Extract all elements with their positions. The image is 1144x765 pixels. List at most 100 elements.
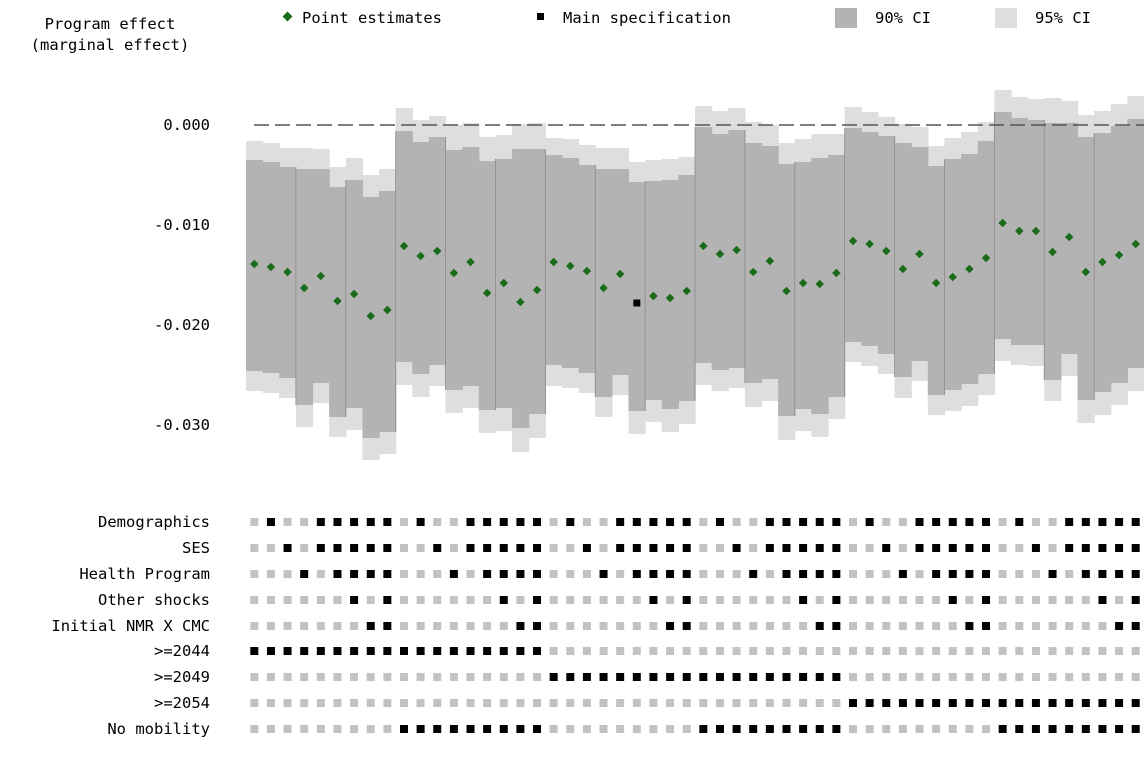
indicator-off xyxy=(549,518,558,526)
indicator-off xyxy=(865,596,874,604)
indicator-on xyxy=(1081,725,1090,733)
indicator-off xyxy=(998,570,1007,578)
indicator-on xyxy=(932,544,941,552)
indicator-off xyxy=(1015,570,1024,578)
indicator-off xyxy=(449,673,458,681)
indicator-on xyxy=(466,725,475,733)
indicator-on xyxy=(799,544,808,552)
indicator-off xyxy=(1048,518,1057,526)
indicator-on xyxy=(832,673,841,681)
indicator-off xyxy=(849,596,857,604)
indicator-off xyxy=(499,673,508,681)
indicator-off xyxy=(732,622,741,630)
indicator-off xyxy=(932,725,941,733)
indicator-off xyxy=(1031,647,1040,655)
ci-90-band xyxy=(894,143,912,377)
indicator-on xyxy=(483,518,492,526)
indicator-off xyxy=(566,647,575,655)
indicator-off xyxy=(699,570,708,578)
indicator-off xyxy=(666,725,675,733)
indicator-off xyxy=(882,647,891,655)
indicator-on xyxy=(765,544,774,552)
indicator-off xyxy=(882,725,891,733)
indicator-on xyxy=(1031,725,1040,733)
y-axis-ticks: 0.000 -0.010 -0.020 -0.030 xyxy=(154,116,210,434)
indicator-on xyxy=(965,544,974,552)
indicator-on xyxy=(915,544,924,552)
indicator-on xyxy=(765,725,774,733)
indicator-off xyxy=(416,596,425,604)
indicator-off xyxy=(982,647,991,655)
indicator-on xyxy=(982,570,991,578)
indicator-off xyxy=(616,699,625,707)
indicator-off xyxy=(316,725,325,733)
indicator-on xyxy=(516,544,525,552)
ci-90-band xyxy=(512,149,530,428)
indicator-off xyxy=(516,596,525,604)
indicator-on xyxy=(516,647,525,655)
ci-90-band xyxy=(628,182,646,411)
indicator-on xyxy=(283,544,292,552)
indicator-off xyxy=(632,647,641,655)
ci-90-band xyxy=(844,128,862,342)
indicator-on xyxy=(1131,596,1140,604)
point-estimate xyxy=(333,296,342,306)
indicator-on xyxy=(948,570,957,578)
indicator-off xyxy=(998,647,1007,655)
indicator-on xyxy=(499,725,508,733)
indicator-off xyxy=(1015,544,1024,552)
point-estimate xyxy=(432,246,442,256)
indicator-off xyxy=(915,647,924,655)
legend: Point estimates Main specification 90% C… xyxy=(282,8,1091,28)
legend-item-90-ci: 90% CI xyxy=(835,8,931,28)
indicator-on xyxy=(898,570,907,578)
indicator-off xyxy=(1131,647,1140,655)
indicator-off xyxy=(932,647,941,655)
ci-90-band xyxy=(877,136,896,354)
indicator-on xyxy=(582,544,591,552)
ci-90-band xyxy=(528,149,546,414)
indicator-on xyxy=(832,596,841,604)
indicator-on xyxy=(1065,699,1074,707)
indicator-off xyxy=(732,518,741,526)
indicator-off xyxy=(616,596,625,604)
specification-indicator-grid: Demographics SES Health Program Other shock… xyxy=(51,513,1140,738)
indicator-off xyxy=(865,544,874,552)
indicator-off xyxy=(250,725,259,733)
indicator-off xyxy=(915,570,924,578)
indicator-off xyxy=(749,544,758,552)
indicator-on xyxy=(499,596,508,604)
indicator-off xyxy=(283,699,292,707)
indicator-off xyxy=(316,673,325,681)
indicator-off xyxy=(366,673,375,681)
indicator-on xyxy=(965,622,974,630)
indicator-on xyxy=(316,544,325,552)
indicator-on xyxy=(1115,518,1124,526)
legend-90-ci-swatch xyxy=(835,8,857,28)
indicator-on xyxy=(715,725,724,733)
indicator-on xyxy=(499,570,508,578)
indicator-off xyxy=(915,622,924,630)
y-axis-title: Program effect (marginal effect) xyxy=(31,15,190,54)
indicator-on xyxy=(732,725,741,733)
indicator-on xyxy=(732,673,741,681)
indicator-on xyxy=(632,518,641,526)
indicator-off xyxy=(399,622,408,630)
point-estimate xyxy=(765,256,775,266)
ci-90-band xyxy=(645,181,663,400)
point-estimate xyxy=(283,267,292,277)
indicator-on xyxy=(1031,699,1040,707)
point-estimate xyxy=(416,251,425,261)
point-estimate xyxy=(948,272,958,282)
indicator-off xyxy=(782,596,791,604)
indicator-off xyxy=(649,622,658,630)
indicator-on xyxy=(366,544,375,552)
indicator-off xyxy=(898,647,907,655)
indicator-off xyxy=(666,647,675,655)
indicator-on xyxy=(865,699,874,707)
point-estimate xyxy=(798,278,808,288)
indicator-on xyxy=(948,596,957,604)
indicator-off xyxy=(682,699,691,707)
indicator-on xyxy=(283,647,292,655)
point-estimate xyxy=(466,257,475,267)
